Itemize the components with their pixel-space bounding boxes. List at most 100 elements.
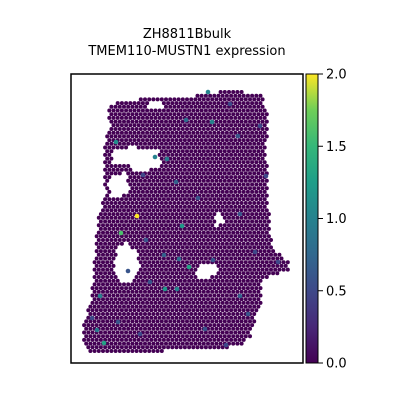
spot bbox=[252, 267, 257, 272]
spot bbox=[212, 115, 217, 120]
spot bbox=[176, 267, 181, 272]
spot bbox=[256, 245, 261, 250]
spot bbox=[159, 282, 164, 287]
spot bbox=[185, 341, 189, 346]
spot bbox=[111, 145, 116, 150]
spot bbox=[216, 145, 221, 150]
spot bbox=[138, 252, 143, 257]
spot bbox=[229, 271, 234, 276]
spot bbox=[208, 241, 213, 246]
spot bbox=[237, 308, 242, 313]
spot bbox=[92, 275, 97, 279]
spot bbox=[126, 341, 131, 346]
spot bbox=[187, 249, 192, 254]
spot bbox=[206, 178, 210, 183]
spot bbox=[138, 349, 143, 353]
spot bbox=[157, 249, 162, 254]
spot bbox=[176, 304, 181, 309]
spot bbox=[115, 241, 120, 246]
spot bbox=[138, 201, 143, 205]
spot bbox=[237, 189, 242, 194]
spot bbox=[218, 275, 223, 279]
spot bbox=[233, 278, 238, 283]
spot bbox=[199, 197, 204, 202]
spot bbox=[208, 130, 213, 135]
spot bbox=[109, 134, 114, 139]
spot bbox=[208, 160, 213, 165]
spot bbox=[201, 215, 206, 220]
spot bbox=[134, 112, 139, 117]
spot bbox=[218, 201, 223, 205]
spot bbox=[128, 308, 133, 313]
spot bbox=[161, 130, 166, 135]
spot bbox=[117, 282, 122, 287]
spot bbox=[218, 245, 223, 250]
spot bbox=[208, 123, 213, 128]
spot bbox=[187, 145, 192, 150]
spot bbox=[182, 271, 187, 276]
spot bbox=[166, 315, 171, 320]
spot bbox=[222, 127, 227, 131]
spot bbox=[258, 197, 263, 202]
spot bbox=[164, 319, 168, 324]
spot bbox=[182, 189, 187, 194]
spot bbox=[128, 197, 133, 202]
spot bbox=[235, 260, 240, 265]
spot bbox=[199, 152, 204, 157]
spot bbox=[170, 330, 175, 335]
spot bbox=[172, 164, 177, 168]
spot bbox=[128, 330, 133, 335]
spot bbox=[130, 334, 135, 339]
spot bbox=[174, 138, 179, 143]
highlighted-spot bbox=[118, 230, 124, 236]
spot bbox=[105, 245, 110, 250]
spot bbox=[90, 286, 95, 291]
spot bbox=[208, 293, 213, 298]
spot bbox=[107, 234, 112, 239]
spot bbox=[197, 127, 202, 131]
spot bbox=[128, 345, 133, 350]
spot bbox=[161, 152, 166, 157]
spot bbox=[130, 112, 135, 117]
spot bbox=[185, 134, 189, 139]
spot bbox=[149, 138, 154, 143]
spot bbox=[235, 297, 240, 302]
spot bbox=[115, 300, 120, 305]
spot bbox=[271, 263, 276, 268]
spot bbox=[258, 167, 263, 172]
spot bbox=[195, 108, 200, 113]
spot bbox=[86, 315, 91, 320]
spot bbox=[153, 138, 158, 143]
spot bbox=[187, 308, 192, 313]
spot bbox=[233, 101, 238, 106]
spot bbox=[195, 256, 200, 261]
spot bbox=[260, 178, 265, 183]
spot bbox=[185, 260, 189, 265]
spot bbox=[241, 241, 246, 246]
spot bbox=[235, 319, 240, 324]
highlighted-spot bbox=[161, 252, 167, 258]
spot bbox=[260, 97, 265, 102]
spot bbox=[224, 256, 229, 261]
spot bbox=[229, 93, 234, 98]
spot bbox=[168, 97, 173, 102]
spot bbox=[239, 334, 244, 339]
spot bbox=[252, 297, 257, 302]
spot bbox=[243, 201, 248, 205]
spot bbox=[224, 175, 229, 180]
spot bbox=[216, 93, 221, 98]
spot bbox=[258, 234, 263, 239]
highlight-layer bbox=[89, 89, 281, 348]
spot bbox=[206, 238, 210, 242]
spot bbox=[157, 300, 162, 305]
spot bbox=[264, 201, 269, 205]
spot bbox=[124, 234, 129, 239]
spot bbox=[122, 341, 126, 346]
spot bbox=[191, 345, 196, 350]
spot bbox=[195, 101, 200, 106]
spot bbox=[203, 330, 208, 335]
spot bbox=[182, 130, 187, 135]
spot bbox=[245, 101, 250, 106]
spot bbox=[136, 204, 141, 209]
spot bbox=[117, 223, 122, 228]
